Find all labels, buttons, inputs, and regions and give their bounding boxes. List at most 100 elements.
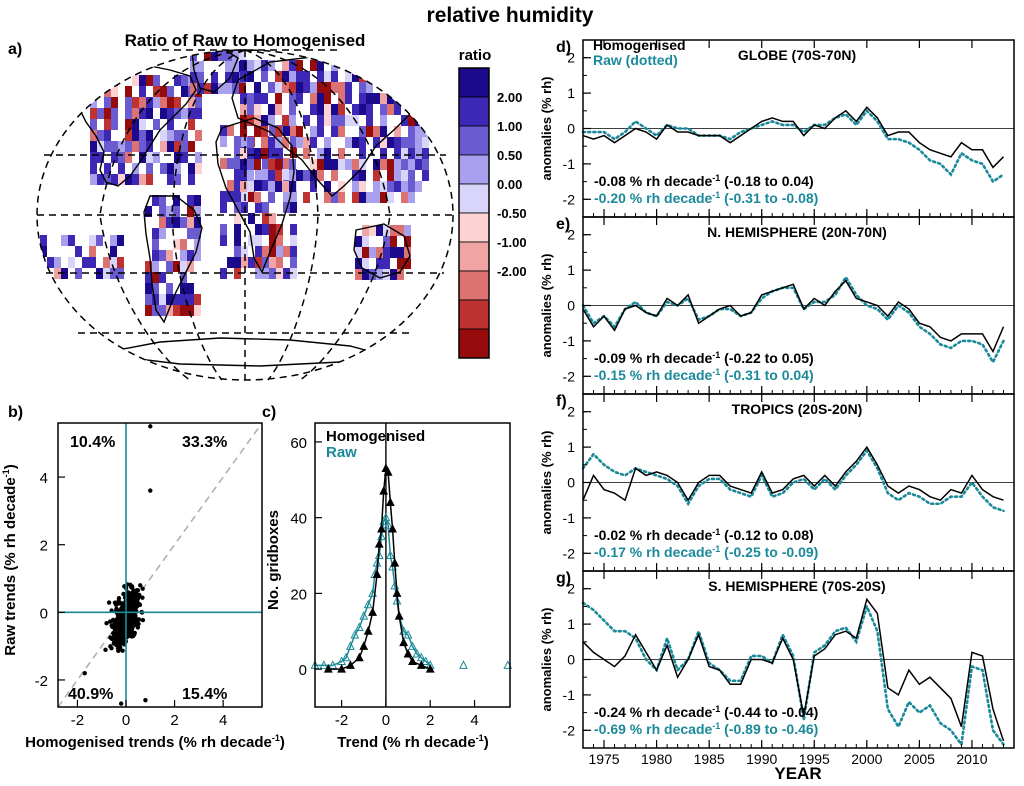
map-gridbox [268, 192, 275, 203]
scatter-panel: -2 0 2 4 -2 0 2 4 10.4% 33.3% 40.9% 15.4% [35, 422, 263, 729]
map-gridbox [68, 235, 75, 246]
map-gridbox [187, 206, 194, 217]
map-gridbox [145, 206, 152, 217]
map-gridbox [359, 60, 366, 71]
map-gridbox [220, 158, 227, 169]
map-gridbox [290, 202, 297, 213]
map-gridbox [153, 97, 160, 108]
map-gridbox [303, 82, 310, 93]
map-gridbox [397, 269, 404, 280]
map-gridbox [289, 170, 296, 181]
map-gridbox [310, 181, 317, 192]
map-gridbox [359, 148, 366, 159]
map-gridbox [290, 268, 297, 279]
histogram-homogenised-marker [388, 523, 397, 533]
map-gridbox [376, 225, 383, 236]
map-gridbox [366, 126, 373, 137]
map-gridbox [401, 137, 408, 148]
map-gridbox [276, 257, 283, 268]
map-gridbox [40, 235, 47, 246]
map-gridbox [247, 115, 254, 126]
histogram-homogenised-marker [379, 486, 389, 495]
map-gridbox [345, 115, 352, 126]
map-gridbox [248, 191, 255, 202]
colorbar-swatch [458, 154, 490, 185]
map-gridbox [166, 217, 173, 228]
map-gridbox [160, 97, 167, 108]
timeseries-ytick-label: -2 [563, 368, 576, 384]
map-gridbox [397, 258, 404, 269]
map-gridbox [296, 60, 303, 71]
map-gridbox [125, 97, 132, 108]
timeseries-region-title: GLOBE (70S-70N) [738, 47, 856, 63]
map-gridbox [181, 108, 188, 119]
histogram-ytick-label: 60 [290, 435, 307, 452]
map-gridbox [283, 191, 290, 202]
map-gridbox [234, 213, 241, 224]
map-gridbox [359, 93, 366, 104]
map-gridbox [173, 239, 180, 250]
map-gridbox [152, 195, 159, 206]
map-gridbox [310, 137, 317, 148]
map-gridbox [117, 235, 124, 246]
map-gridbox [289, 159, 296, 170]
map-gridbox [283, 246, 290, 257]
map-gridbox [174, 108, 181, 119]
map-gridbox [111, 97, 118, 108]
map-gridbox [268, 170, 275, 181]
map-gridbox [262, 202, 269, 213]
map-gridbox [174, 97, 181, 108]
colorbar-swatch [458, 183, 490, 214]
map-gridbox [132, 97, 139, 108]
map-gridbox [373, 93, 380, 104]
map-gridbox [139, 130, 146, 141]
map-gridbox [387, 82, 394, 93]
map-gridbox [166, 305, 173, 316]
map-gridbox [145, 261, 152, 272]
map-gridbox [383, 258, 390, 269]
map-gridbox [261, 137, 268, 148]
map-gridbox [167, 108, 174, 119]
timeseries-xtick-label: 1995 [799, 751, 830, 767]
timeseries-homogenised-line [582, 445, 1004, 502]
map-gridbox [167, 86, 174, 97]
scatter-point [82, 670, 87, 676]
map-gridbox [255, 202, 262, 213]
map-gridbox [303, 170, 310, 181]
scatter-point [129, 599, 134, 605]
map-gridbox [422, 104, 429, 115]
map-gridbox [362, 225, 369, 236]
map-gridbox [103, 257, 110, 268]
map-gridbox [220, 136, 227, 147]
map-gridbox [269, 268, 276, 279]
map-gridbox [275, 82, 282, 93]
map-gridbox [234, 224, 241, 235]
map-gridbox [181, 86, 188, 97]
histogram-homogenised-marker [392, 588, 402, 597]
map-gridbox [387, 181, 394, 192]
map-gridbox [160, 141, 167, 152]
map-gridbox [310, 126, 317, 137]
timeseries-ytick-label: 2 [567, 404, 575, 420]
map-gridbox [275, 137, 282, 148]
map-gridbox [180, 305, 187, 316]
map-gridbox [310, 82, 317, 93]
map-gridbox [275, 126, 282, 137]
map-gridbox [268, 60, 275, 71]
map-gridbox [174, 130, 181, 141]
scatter-point [129, 584, 135, 589]
map-gridbox [181, 152, 188, 163]
map-gridbox [261, 71, 268, 82]
map-gridbox [404, 258, 411, 269]
map-gridbox [275, 93, 282, 104]
map-gridbox [225, 83, 232, 94]
map-gridbox [234, 180, 241, 191]
timeseries-region-title: S. HEMISPHERE (70S-20S) [708, 578, 885, 594]
map-gridbox [173, 305, 180, 316]
histogram-raw-marker [319, 660, 329, 669]
map-gridbox [247, 181, 254, 192]
map-gridbox [187, 283, 194, 294]
map-gridbox [359, 181, 366, 192]
map-gridbox [338, 82, 345, 93]
map-gridbox [152, 228, 159, 239]
